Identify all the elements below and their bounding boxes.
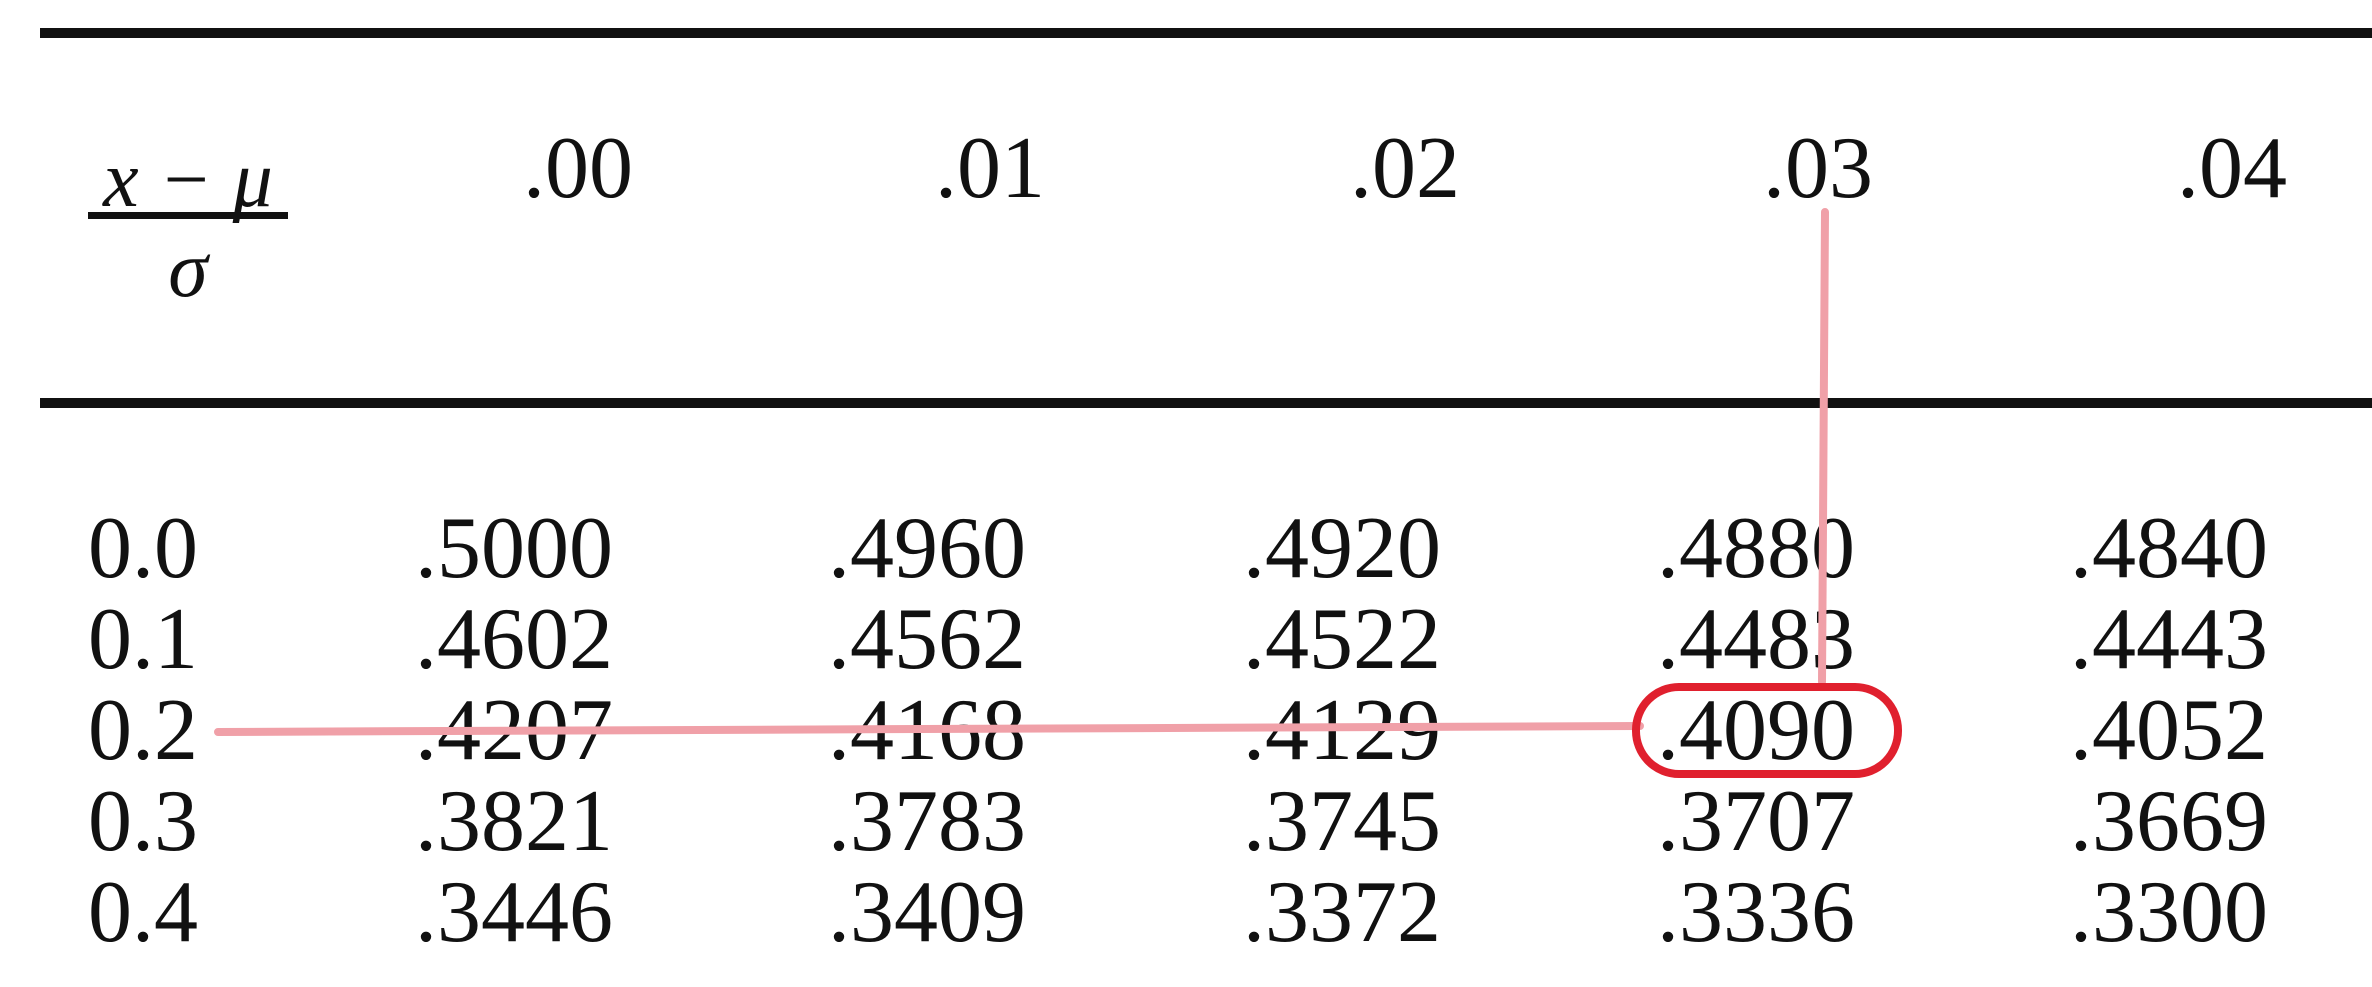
table-cell: .3821 <box>415 773 613 870</box>
fraction-bar <box>88 212 288 219</box>
table-cell: .3783 <box>828 773 1026 870</box>
table-cell: .4960 <box>828 500 1026 597</box>
row-label: 0.1 <box>88 591 198 688</box>
column-header-01: .01 <box>935 120 1045 217</box>
row-label: 0.4 <box>88 864 198 961</box>
table-cell: .4522 <box>1243 591 1441 688</box>
table-cell: .4052 <box>2070 682 2268 779</box>
column-header-02: .02 <box>1350 120 1460 217</box>
table-cell: .3707 <box>1657 773 1855 870</box>
column-header-04: .04 <box>2177 120 2287 217</box>
row-label: 0.0 <box>88 500 198 597</box>
formula-denominator: σ <box>168 226 208 314</box>
table-cell: .4840 <box>2070 500 2268 597</box>
table-cell: .4602 <box>415 591 613 688</box>
row-label: 0.3 <box>88 773 198 870</box>
table-cell: .3336 <box>1657 864 1855 961</box>
row-guide-line <box>214 722 1644 736</box>
table-cell: .3372 <box>1243 864 1441 961</box>
table-cell: .4920 <box>1243 500 1441 597</box>
row-label: 0.2 <box>88 682 198 779</box>
table-cell: .3745 <box>1243 773 1441 870</box>
column-header-03: .03 <box>1763 120 1873 217</box>
table-cell: .4443 <box>2070 591 2268 688</box>
table-cell: .3669 <box>2070 773 2268 870</box>
table-cell: .4562 <box>828 591 1026 688</box>
table-header-rule <box>40 398 2372 408</box>
highlighted-cell: .4090 <box>1657 682 1855 779</box>
highlight-circle <box>1632 683 1902 778</box>
table-cell: .5000 <box>415 500 613 597</box>
table-top-rule <box>40 28 2372 38</box>
table-cell: .3409 <box>828 864 1026 961</box>
column-guide-line <box>1818 208 1829 686</box>
table-cell: .3446 <box>415 864 613 961</box>
formula-numerator: x − μ <box>103 136 273 224</box>
table-cell: .3300 <box>2070 864 2268 961</box>
column-header-00: .00 <box>523 120 633 217</box>
